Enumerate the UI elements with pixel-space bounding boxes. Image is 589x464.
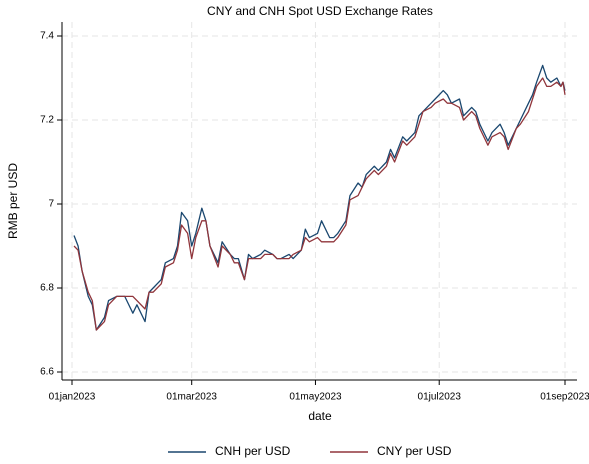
series-line — [73, 64, 566, 331]
x-axis-label: date — [308, 409, 332, 423]
series-line — [73, 77, 566, 331]
x-tick-label: 01mar2023 — [166, 392, 217, 403]
y-tick-label: 7.4 — [40, 31, 54, 42]
y-tick-label: 6.6 — [40, 367, 54, 378]
y-tick-label: 7 — [48, 199, 54, 210]
x-tick-label: 01may2023 — [289, 392, 342, 403]
legend-label: CNH per USD — [215, 444, 291, 458]
y-tick-label: 7.2 — [40, 115, 54, 126]
x-tick-label: 01jan2023 — [49, 392, 96, 403]
legend-label: CNY per USD — [377, 444, 452, 458]
x-tick-label: 01sep2023 — [540, 392, 589, 403]
chart-title: CNY and CNH Spot USD Exchange Rates — [207, 4, 433, 18]
x-tick-label: 01jul2023 — [418, 392, 462, 403]
y-tick-label: 6.8 — [40, 283, 54, 294]
y-axis-label: RMB per USD — [6, 163, 20, 239]
